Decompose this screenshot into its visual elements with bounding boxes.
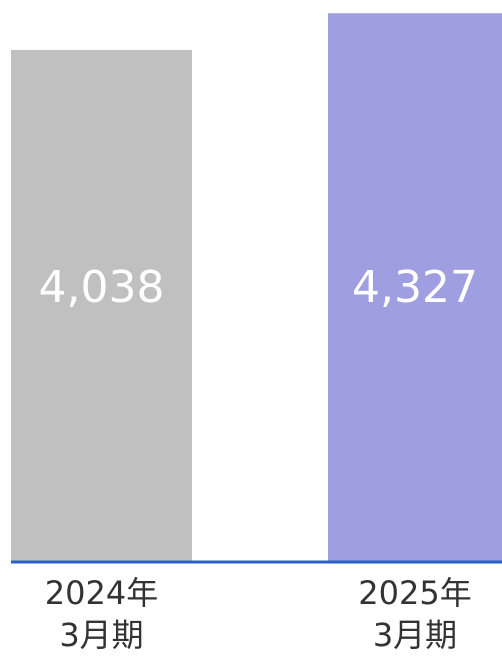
bar [11,49,192,562]
value-label: 4,327 [352,262,478,313]
x-tick-label: 2025年 3月期 [358,574,472,654]
bar [328,13,502,562]
x-tick-label: 2024年 3月期 [44,574,159,654]
value-label: 4,038 [39,262,165,313]
